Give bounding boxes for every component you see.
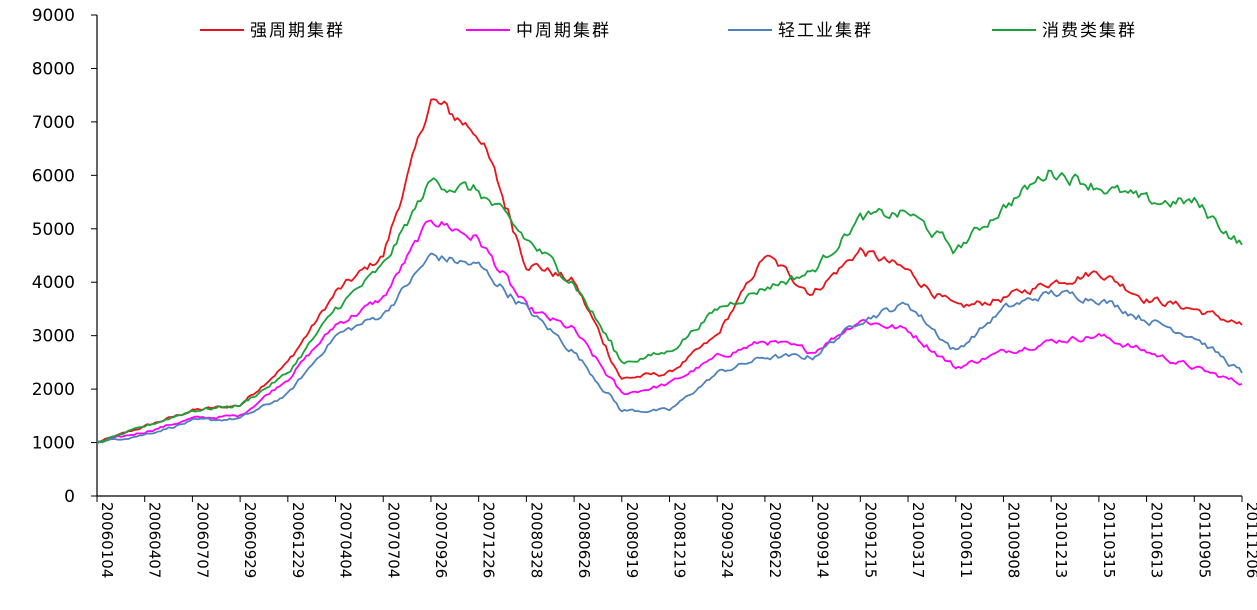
series-line [96, 252, 1243, 445]
x-tick-label: 20080919 [623, 502, 641, 578]
x-tick-label: 20100611 [957, 502, 975, 578]
y-tick-label: 6000 [32, 166, 75, 186]
y-tick-label: 2000 [32, 380, 75, 400]
legend: 强周期集群 中周期集群 轻工业集群 消费类集群 [200, 21, 1137, 41]
legend-label: 中周期集群 [516, 21, 611, 41]
x-tick-label: 20090622 [766, 502, 784, 578]
x-axis-ticks: 20060104 20060407 20060707 20060929 20061229… [96, 496, 1257, 578]
x-tick-label: 20080626 [575, 502, 593, 578]
y-tick-label: 4000 [32, 273, 75, 293]
x-tick-label: 20101213 [1052, 502, 1070, 578]
x-tick-label: 20070926 [432, 502, 450, 578]
x-tick-label: 20070704 [384, 502, 402, 578]
x-tick-label: 20110613 [1148, 502, 1166, 578]
x-tick-label: 20090914 [814, 502, 832, 578]
y-tick-label: 9000 [32, 6, 75, 26]
x-tick-label: 20110905 [1195, 502, 1213, 578]
series-line [96, 98, 1243, 444]
series-line [96, 169, 1243, 443]
legend-label: 轻工业集群 [778, 21, 873, 41]
y-tick-label: 0 [64, 487, 75, 507]
y-tick-label: 1000 [32, 434, 75, 454]
series-line [96, 219, 1243, 443]
x-tick-label: 20091215 [861, 502, 879, 578]
y-tick-label: 8000 [32, 59, 75, 79]
y-tick-label: 5000 [32, 220, 75, 240]
x-tick-label: 20061229 [289, 502, 307, 578]
x-tick-label: 20111206 [1243, 502, 1257, 578]
x-tick-label: 20060929 [241, 502, 259, 578]
x-tick-label: 20080328 [527, 502, 545, 578]
legend-label: 强周期集群 [250, 21, 345, 41]
x-tick-label: 20060104 [98, 502, 116, 578]
x-tick-label: 20090324 [718, 502, 736, 578]
y-tick-label: 7000 [32, 113, 75, 133]
axes [96, 15, 1242, 497]
legend-label: 消费类集群 [1042, 21, 1137, 41]
x-tick-label: 20100908 [1004, 502, 1022, 578]
x-tick-label: 20100317 [909, 502, 927, 578]
series-lines [96, 98, 1243, 445]
x-tick-label: 20060407 [146, 502, 164, 578]
x-tick-label: 20060707 [193, 502, 211, 578]
x-tick-label: 20071226 [480, 502, 498, 578]
x-tick-label: 20081219 [671, 502, 689, 578]
y-axis-ticks: 0 1000 2000 3000 4000 5000 6000 7000 8000 9000 [32, 6, 97, 507]
x-tick-label: 20110315 [1100, 502, 1118, 578]
y-tick-label: 3000 [32, 327, 75, 347]
x-tick-label: 20070404 [337, 502, 355, 578]
